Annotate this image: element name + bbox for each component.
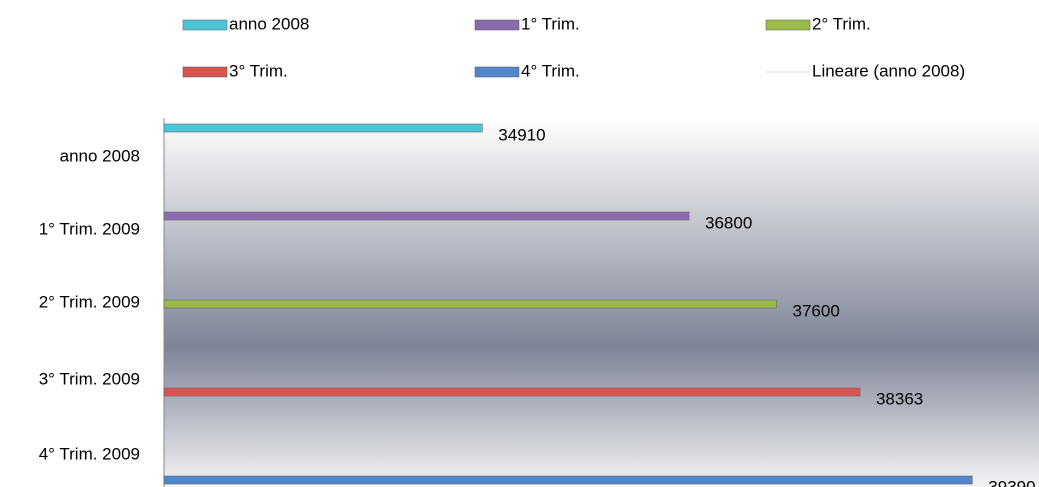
legend-label: 4° Trim.: [521, 61, 580, 80]
legend-label: Lineare (anno 2008): [812, 61, 965, 80]
bar: [163, 387, 861, 397]
bar: [163, 475, 973, 485]
legend-label: 1° Trim.: [521, 14, 580, 33]
legend-swatch: [474, 66, 520, 78]
bar: [163, 211, 690, 221]
y-tick-label: 3° Trim. 2009: [39, 369, 140, 388]
data-label: 39390: [988, 477, 1035, 487]
legend-swatch: [182, 19, 228, 31]
y-tick-label: 2° Trim. 2009: [39, 292, 140, 311]
y-tick-label: 4° Trim. 2009: [39, 444, 140, 463]
y-tick-label: anno 2008: [60, 146, 140, 165]
legend-swatch: [474, 19, 520, 31]
data-label: 34910: [498, 125, 545, 144]
legend-swatch: [765, 19, 811, 31]
data-label: 37600: [793, 301, 840, 320]
legend-label: 3° Trim.: [229, 61, 288, 80]
data-label: 38363: [876, 389, 923, 408]
data-label: 36800: [705, 213, 752, 232]
legend-label: 2° Trim.: [812, 14, 871, 33]
legend-label: anno 2008: [229, 14, 309, 33]
bar: [163, 123, 483, 133]
y-tick-label: 1° Trim. 2009: [39, 219, 140, 238]
legend-swatch: [182, 66, 228, 78]
bar: [163, 299, 777, 309]
